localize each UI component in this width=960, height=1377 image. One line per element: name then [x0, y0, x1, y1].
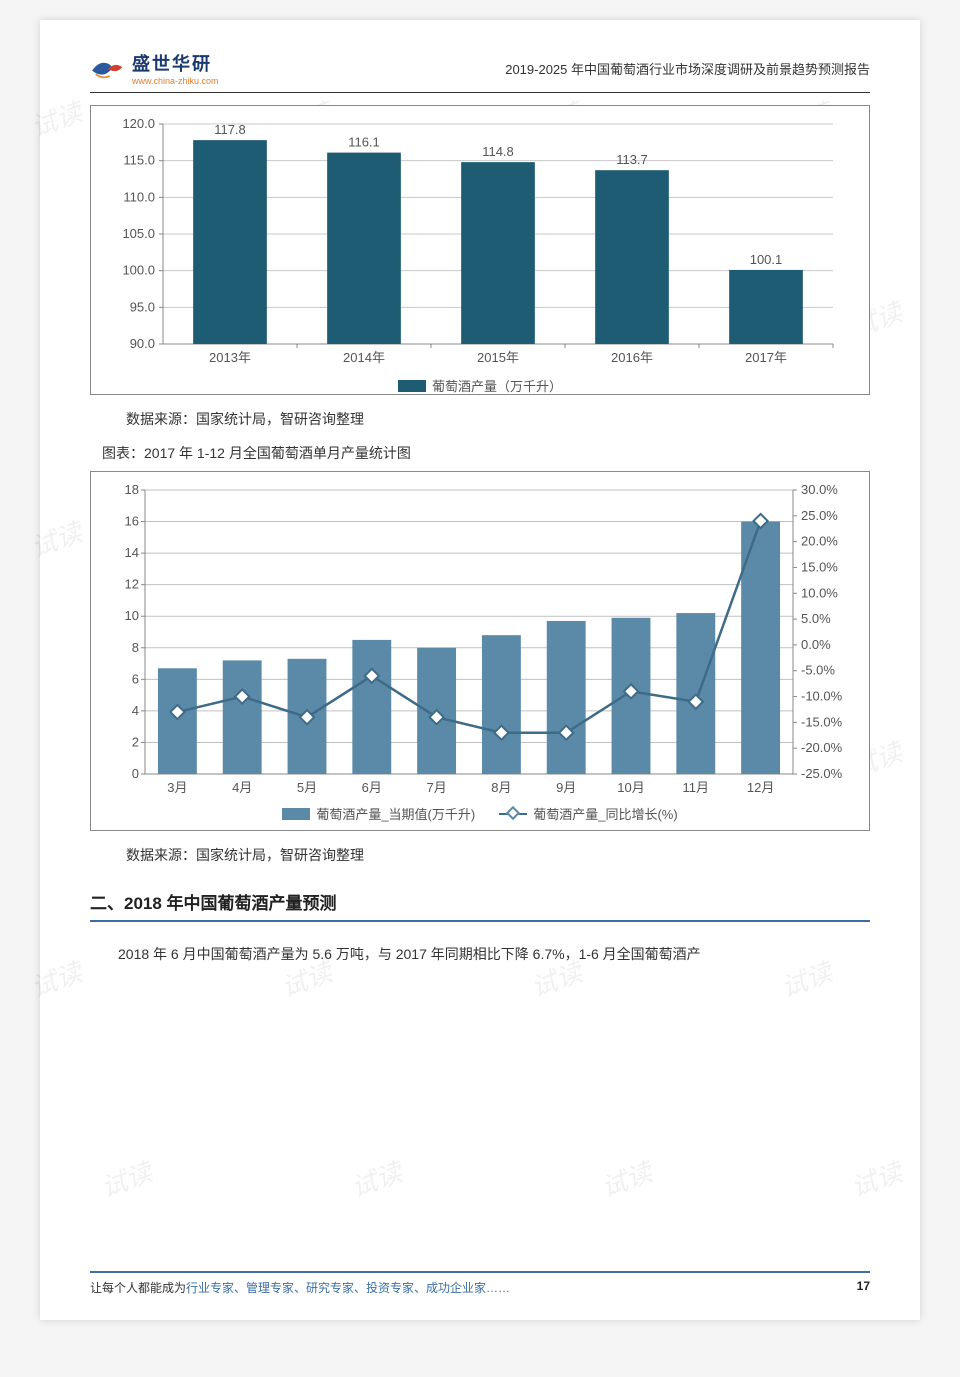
svg-text:4月: 4月 — [232, 780, 252, 795]
watermark: 试读 — [95, 1152, 157, 1205]
chart2-legend-bar-label: 葡萄酒产量_当期值(万千升) — [316, 804, 475, 823]
svg-text:2016年: 2016年 — [611, 350, 653, 365]
chart1-caption: 数据来源：国家统计局，智研咨询整理 — [126, 409, 870, 429]
svg-text:7月: 7月 — [426, 780, 446, 795]
logo-icon — [90, 53, 126, 83]
svg-text:16: 16 — [125, 514, 139, 529]
svg-text:2015年: 2015年 — [477, 350, 519, 365]
svg-text:10月: 10月 — [617, 780, 644, 795]
chart1-legend: 葡萄酒产量（万千升） — [103, 376, 857, 395]
svg-text:2014年: 2014年 — [343, 350, 385, 365]
svg-text:2013年: 2013年 — [209, 350, 251, 365]
svg-text:113.7: 113.7 — [616, 152, 648, 167]
svg-text:110.0: 110.0 — [123, 189, 155, 204]
svg-text:10.0%: 10.0% — [801, 585, 838, 600]
document-page: 试读 试读 试读 试读 试读 试读 试读 试读 试读 试读 试读 试读 试读 试… — [40, 20, 920, 1320]
page-number: 17 — [857, 1279, 870, 1296]
logo-name: 盛世华研 — [132, 50, 219, 76]
annual-production-chart: 90.0 95.0 100.0 105.0 110.0 115.0 120.0 117.8 20… — [90, 105, 870, 395]
svg-text:30.0%: 30.0% — [801, 482, 838, 497]
svg-text:14: 14 — [125, 545, 139, 560]
svg-text:8: 8 — [132, 640, 139, 655]
svg-text:120.0: 120.0 — [122, 116, 155, 131]
svg-text:3月: 3月 — [167, 780, 187, 795]
svg-text:114.8: 114.8 — [482, 144, 514, 159]
svg-text:18: 18 — [125, 482, 139, 497]
svg-text:5.0%: 5.0% — [801, 611, 831, 626]
svg-text:115.0: 115.0 — [123, 153, 155, 168]
svg-text:2: 2 — [132, 734, 139, 749]
watermark: 试读 — [25, 952, 87, 1005]
chart1-legend-swatch — [398, 380, 426, 392]
section-heading: 二、2018 年中国葡萄酒产量预测 — [90, 889, 870, 922]
footer-prefix: 让每个人都能成为 — [90, 1281, 186, 1295]
svg-text:0: 0 — [132, 766, 139, 781]
svg-text:10: 10 — [125, 608, 139, 623]
svg-text:9月: 9月 — [556, 780, 576, 795]
svg-text:11月: 11月 — [683, 780, 710, 795]
chart2-title: 图表：2017 年 1-12 月全国葡萄酒单月产量统计图 — [102, 443, 870, 463]
logo: 盛世华研 www.china-zhiku.com — [90, 50, 219, 86]
svg-text:15.0%: 15.0% — [801, 559, 838, 574]
svg-text:100.1: 100.1 — [750, 252, 783, 267]
svg-text:116.1: 116.1 — [348, 135, 380, 150]
svg-text:12: 12 — [125, 577, 139, 592]
svg-text:-5.0%: -5.0% — [801, 663, 835, 678]
svg-text:20.0%: 20.0% — [801, 534, 838, 549]
header-title: 2019-2025 年中国葡萄酒行业市场深度调研及前景趋势预测报告 — [505, 59, 870, 78]
chart1-legend-label: 葡萄酒产量（万千升） — [432, 376, 562, 395]
footer-highlight: 行业专家、管理专家、研究专家、投资专家、成功企业家…… — [186, 1281, 510, 1295]
svg-text:6月: 6月 — [362, 780, 382, 795]
watermark: 试读 — [595, 1152, 657, 1205]
watermark: 试读 — [845, 1152, 907, 1205]
page-footer: 让每个人都能成为行业专家、管理专家、研究专家、投资专家、成功企业家…… 17 — [90, 1271, 870, 1296]
body-paragraph: 2018 年 6 月中国葡萄酒产量为 5.6 万吨，与 2017 年同期相比下降… — [90, 940, 870, 968]
svg-text:8月: 8月 — [491, 780, 511, 795]
footer-tagline: 让每个人都能成为行业专家、管理专家、研究专家、投资专家、成功企业家…… — [90, 1279, 510, 1296]
chart1-svg: 90.0 95.0 100.0 105.0 110.0 115.0 120.0 117.8 20… — [103, 114, 853, 372]
watermark: 试读 — [25, 92, 87, 145]
svg-text:2017年: 2017年 — [745, 350, 787, 365]
svg-text:95.0: 95.0 — [130, 299, 155, 314]
svg-text:4: 4 — [132, 703, 139, 718]
chart2-caption: 数据来源：国家统计局，智研咨询整理 — [126, 845, 870, 865]
svg-text:12月: 12月 — [747, 780, 774, 795]
svg-text:105.0: 105.0 — [122, 226, 155, 241]
chart2-svg: 0 2 4 6 8 10 12 14 16 18 -25.0% -20.0% -15.0% -10.0% -… — [103, 480, 853, 800]
svg-text:25.0%: 25.0% — [801, 508, 838, 523]
svg-text:6: 6 — [132, 671, 139, 686]
svg-text:-10.0%: -10.0% — [801, 689, 843, 704]
svg-text:90.0: 90.0 — [130, 336, 155, 351]
watermark: 试读 — [345, 1152, 407, 1205]
svg-text:-25.0%: -25.0% — [801, 766, 843, 781]
chart2-legend-bar-swatch — [282, 808, 310, 820]
svg-text:0.0%: 0.0% — [801, 637, 831, 652]
svg-text:-15.0%: -15.0% — [801, 714, 843, 729]
chart2-legend: 葡萄酒产量_当期值(万千升) 葡萄酒产量_同比增长(%) — [103, 804, 857, 823]
chart2-legend-line-swatch — [499, 813, 527, 815]
svg-text:117.8: 117.8 — [214, 122, 246, 137]
svg-text:100.0: 100.0 — [122, 263, 155, 278]
watermark: 试读 — [25, 512, 87, 565]
logo-url: www.china-zhiku.com — [132, 76, 219, 86]
svg-text:-20.0%: -20.0% — [801, 740, 843, 755]
page-header: 盛世华研 www.china-zhiku.com 2019-2025 年中国葡萄… — [90, 50, 870, 93]
chart2-legend-line-label: 葡萄酒产量_同比增长(%) — [533, 804, 677, 823]
svg-text:5月: 5月 — [297, 780, 317, 795]
monthly-production-chart: 0 2 4 6 8 10 12 14 16 18 -25.0% -20.0% -15.0% -10.0% -… — [90, 471, 870, 831]
